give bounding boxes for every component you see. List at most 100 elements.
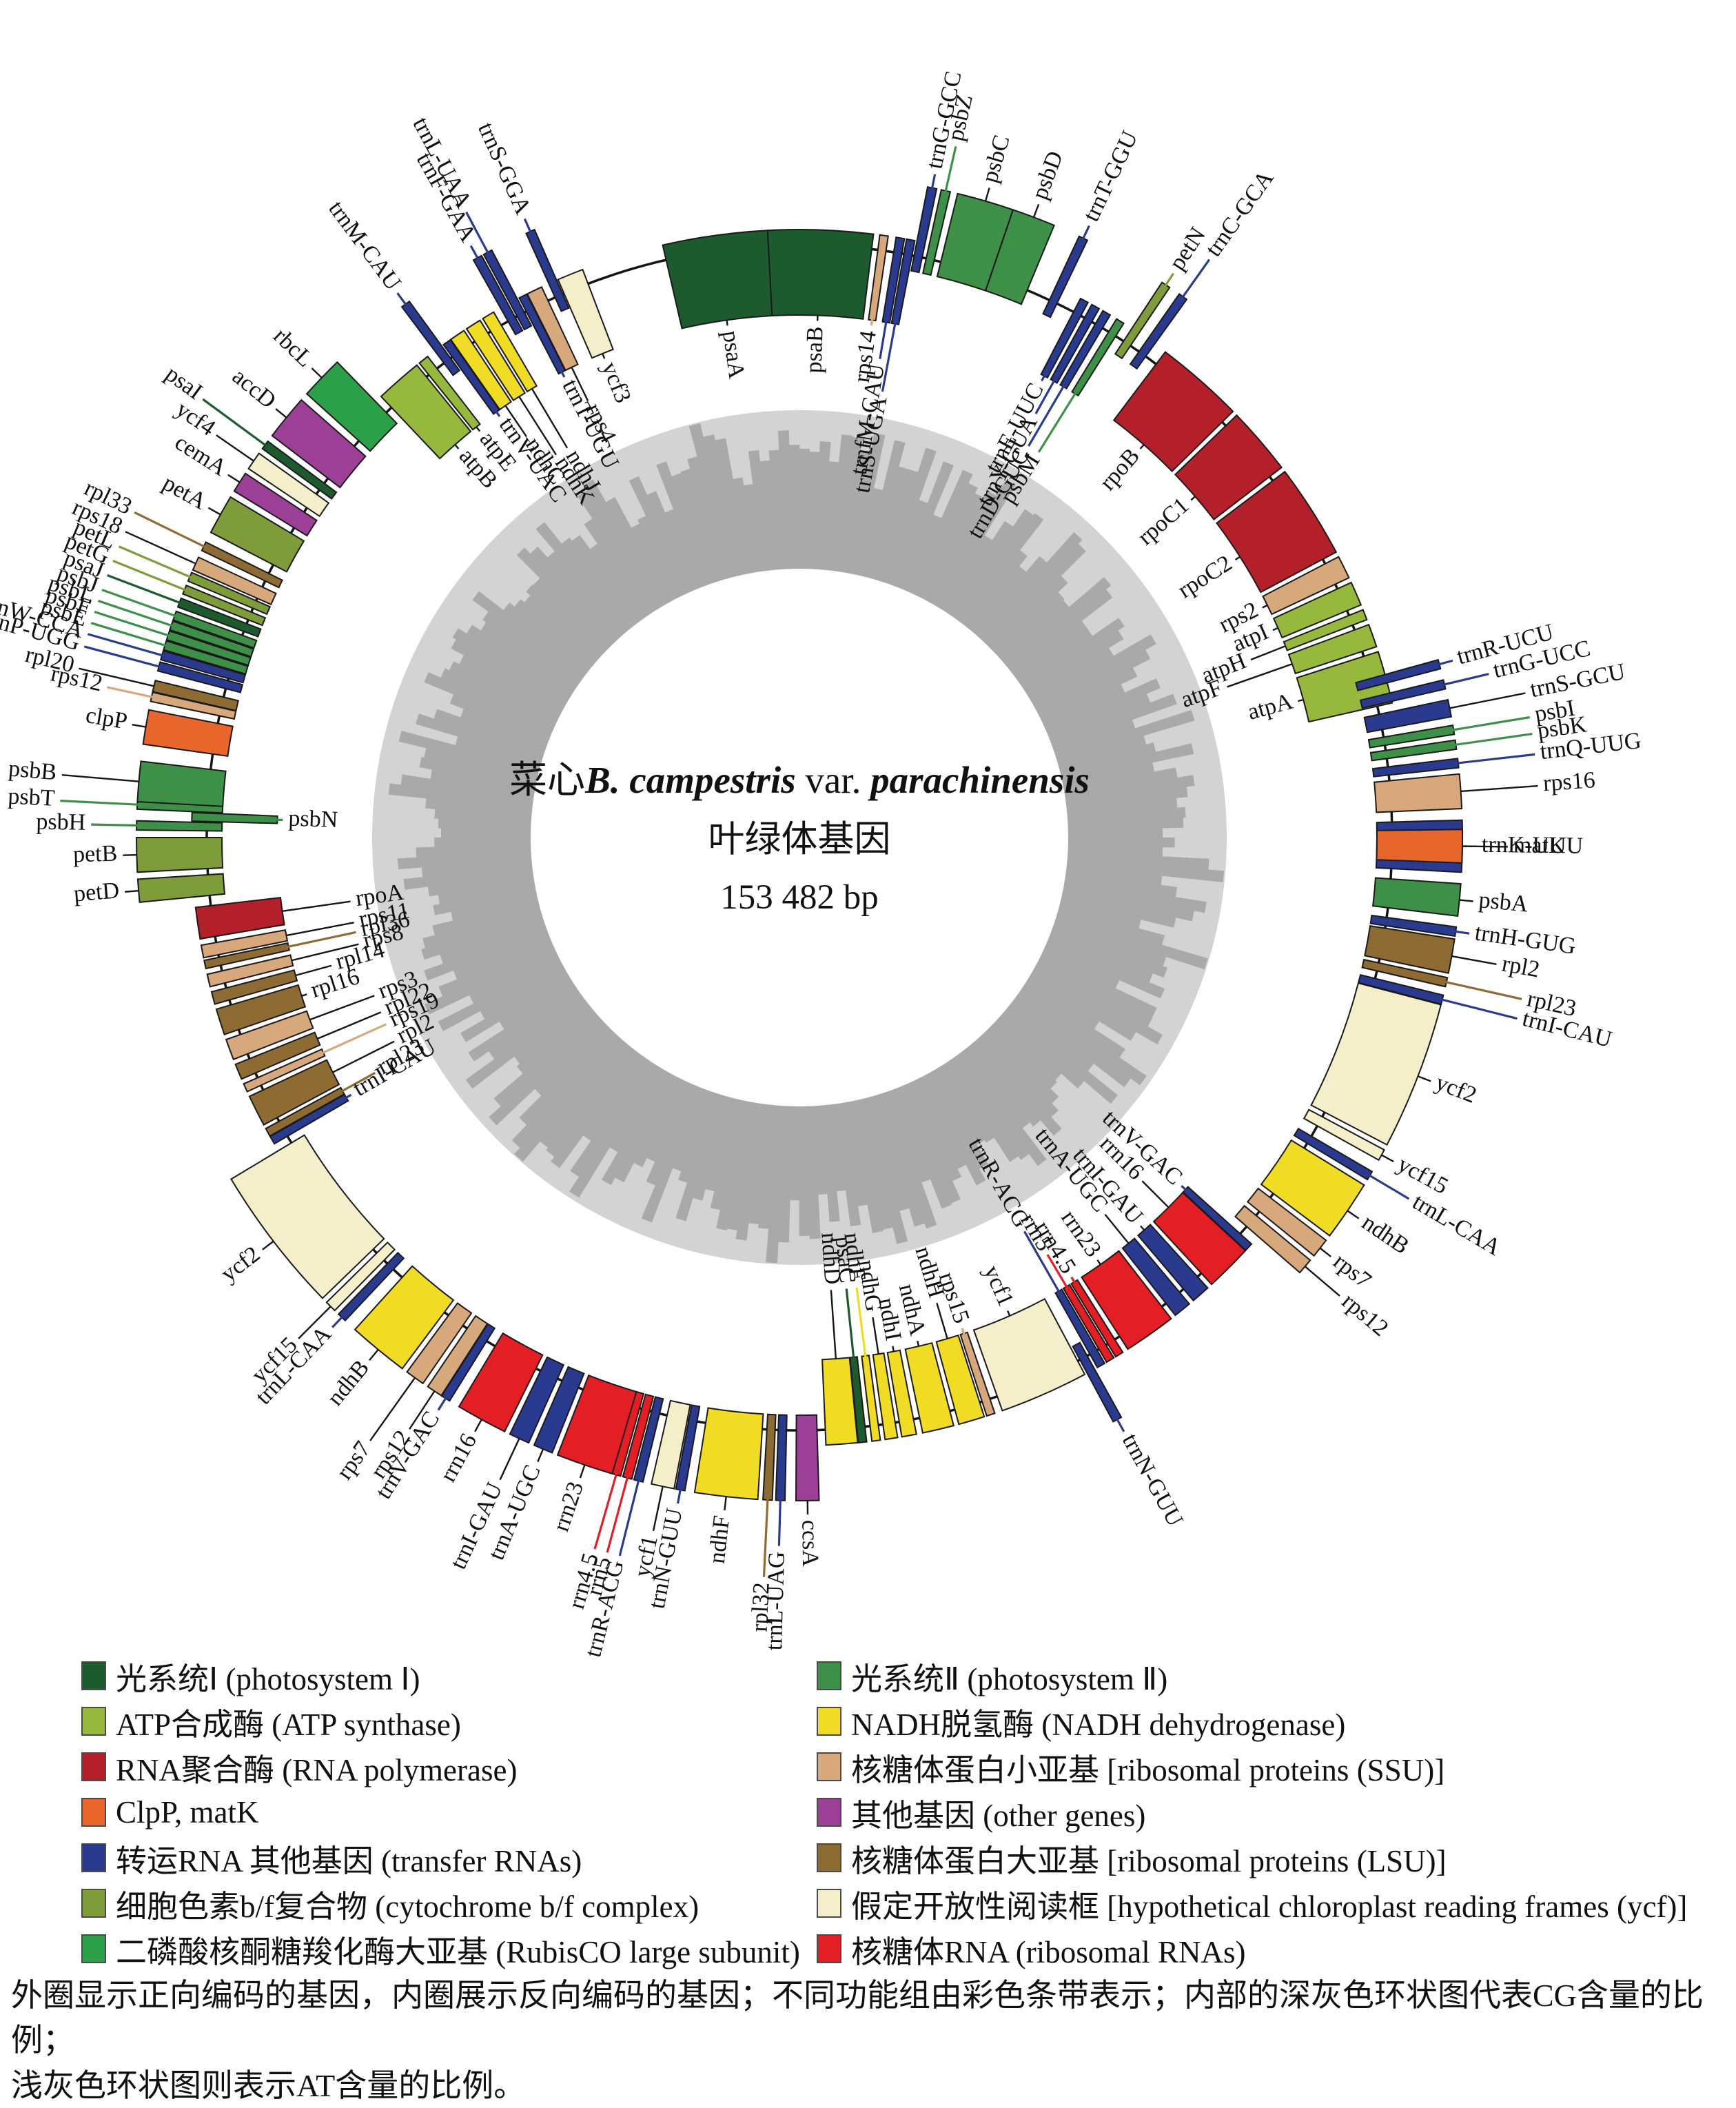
legend-swatch-atp (81, 1707, 106, 1736)
legend-label: 其他基因 (other genes) (851, 1790, 1145, 1835)
legend-swatch-clpp (81, 1798, 106, 1827)
gene-block-atpB (381, 365, 471, 459)
legend-swatch-nadh (817, 1707, 841, 1736)
genome-title-line2: 叶绿体基因 (708, 820, 891, 860)
legend-item: 转运RNA 其他基因 (transfer RNAs) (81, 1835, 805, 1881)
leader-rps11 (286, 922, 354, 935)
gene-block-rps16 (1374, 774, 1462, 813)
gene-label-accD: accD (227, 363, 280, 414)
legend-label: 光系统Ⅰ (photosystem Ⅰ) (116, 1654, 420, 1699)
leader-psbB (62, 775, 139, 781)
leader-ndhI (892, 1346, 893, 1352)
legend-item: 细胞色素b/f复合物 (cytochrome b/f complex) (81, 1881, 805, 1926)
gene-label-psbA: psbA (1478, 887, 1529, 918)
leader-petA (208, 508, 220, 515)
legend-label: ClpP, matK (116, 1794, 259, 1830)
leader-trnS-GCU (1450, 693, 1526, 708)
gene-label-trnT-GGU: trnT-GGU (1079, 127, 1143, 225)
gene-label-ndhF: ndhF (704, 1514, 735, 1565)
gene-block-psaA (663, 230, 773, 328)
gene-label-trnN-GUU: trnN-GUU (1117, 1430, 1188, 1531)
gene-label-petB: petB (73, 841, 118, 868)
legend-item: 核糖体蛋白大亚基 [ribosomal proteins (LSU)] (817, 1835, 1733, 1881)
leader-rpoB (1141, 445, 1144, 449)
leader-ndhF (724, 1497, 726, 1510)
legend-item: 核糖体RNA (ribosomal RNAs) (817, 1926, 1733, 1972)
gene-label-ycf4: ycf4 (172, 396, 221, 441)
caption-line2: 浅灰色环状图则表示AT含量的比例。 (11, 2063, 1727, 2108)
legend-swatch-lsu (817, 1843, 841, 1872)
legend-swatch-rubisco (81, 1934, 106, 1963)
gene-block-matK (1376, 829, 1462, 863)
legend-swatch-cytbf (81, 1889, 106, 1918)
legend-item: 核糖体蛋白小亚基 [ribosomal proteins (SSU)] (817, 1744, 1733, 1790)
leader-psaA (727, 320, 728, 325)
leader-trnR-UCU (1378, 660, 1453, 680)
leader-ycf1 (1008, 1310, 1010, 1315)
leader-rrn23 (580, 1465, 584, 1478)
gene-label-trnL-CAA: trnL-CAA (1408, 1189, 1505, 1261)
legend-swatch-ps1 (81, 1661, 106, 1690)
legend-item: ATP合成酶 (ATP synthase) (81, 1699, 805, 1744)
gene-label-psbD: psbD (1027, 148, 1068, 203)
leader-ycf2 (263, 1242, 274, 1250)
leader-psbA (1460, 900, 1473, 902)
legend-item: ClpP, matK (81, 1790, 805, 1835)
gene-label-ycf1: ycf1 (979, 1261, 1019, 1310)
gene-label-trnH-GUG: trnH-GUG (1473, 920, 1577, 959)
gene-label-rps12: rps12 (1337, 1288, 1393, 1341)
leader-atpE (476, 427, 480, 431)
leader-rpl2 (1451, 956, 1496, 964)
legend-label: 转运RNA 其他基因 (transfer RNAs) (116, 1836, 582, 1881)
gene-block-petB (136, 838, 223, 872)
legend-column-right: 光系统Ⅱ (photosystem Ⅱ)NADH脱氢酶 (NADH dehydr… (817, 1653, 1733, 1972)
leader-ndhD (831, 1290, 836, 1359)
legend-item: 光系统Ⅰ (photosystem Ⅰ) (81, 1653, 805, 1699)
gene-label-rpoC2: rpoC2 (1174, 550, 1237, 603)
caption-line1: 外圈显示正向编码的基因，内圈展示反向编码的基因；不同功能组由彩色条带表示；内部的… (11, 1973, 1727, 2063)
gene-label-petD: petD (73, 878, 121, 906)
gene-label-psbN: psbN (288, 806, 338, 833)
legend-column-left: 光系统Ⅰ (photosystem Ⅰ)ATP合成酶 (ATP synthase… (81, 1653, 805, 1972)
legend-item: 其他基因 (other genes) (817, 1790, 1733, 1835)
legend-label: 核糖体RNA (ribosomal RNAs) (851, 1927, 1246, 1972)
leader-trnA-UGC (538, 1449, 543, 1461)
leader-ndhB (1347, 1210, 1359, 1218)
center-title: 菜心B. campestris var. parachinensis 叶绿体基因… (509, 759, 1090, 917)
legend-label: 二磷酸核酮糖羧化酶大亚基 (RubisCO large subunit) (116, 1927, 800, 1972)
gene-label-psbT: psbT (8, 784, 56, 811)
gene-label-ndhB: ndhB (1357, 1210, 1413, 1259)
legend-item: 光系统Ⅱ (photosystem Ⅱ) (817, 1653, 1733, 1699)
gene-label-atpA: atpA (1245, 689, 1296, 725)
leader-ycf2 (1418, 1076, 1431, 1081)
legend-label: NADH脱氢酶 (NADH dehydrogenase) (851, 1699, 1345, 1744)
legend-swatch-ps2 (817, 1661, 841, 1690)
leader-rpl16 (302, 994, 307, 995)
gene-label-rpoB: rpoB (1095, 443, 1145, 496)
leader-psbM (1039, 340, 1108, 452)
gene-block-psaB (768, 230, 874, 319)
leader-accD (276, 409, 286, 418)
gene-block-psbA (1373, 878, 1461, 916)
legend-item: NADH脱氢酶 (NADH dehydrogenase) (817, 1699, 1733, 1744)
gene-label-rrn16: rrn16 (435, 1430, 482, 1486)
gene-block-petD (138, 874, 225, 902)
leader-trnM-CAU (398, 293, 444, 355)
leader-ndhB (369, 1350, 378, 1360)
genome-title-line1: 菜心B. campestris var. parachinensis (509, 759, 1090, 801)
gene-label-rps7: rps7 (331, 1437, 376, 1484)
leader-rps7 (1320, 1248, 1331, 1257)
leader-atpA (1298, 700, 1303, 701)
leader-rpoC2 (1236, 557, 1240, 560)
legend-swatch-ycf (817, 1889, 841, 1918)
legend-label: 细胞色素b/f复合物 (cytochrome b/f complex) (116, 1881, 699, 1926)
leader-rpoC1 (1191, 496, 1195, 500)
legend-label: 光系统Ⅱ (photosystem Ⅱ) (851, 1654, 1167, 1699)
leader-rps16 (1461, 786, 1538, 791)
leader-trnI-GAU (1141, 1226, 1144, 1230)
leader-rrn16 (475, 1419, 482, 1432)
gene-block-psbB (137, 761, 225, 806)
gene-label-clpP: clpP (84, 702, 130, 735)
gene-label-psaB: psaB (801, 326, 828, 374)
